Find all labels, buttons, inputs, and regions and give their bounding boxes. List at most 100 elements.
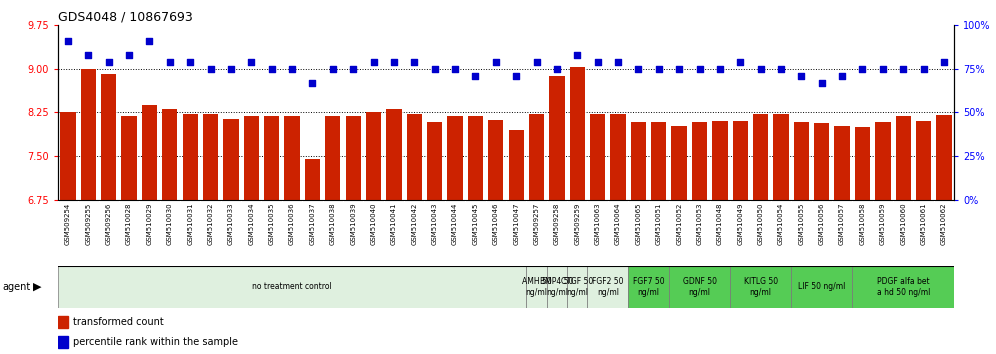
Text: FGF2 50
ng/ml: FGF2 50 ng/ml	[592, 277, 623, 297]
Point	[508, 73, 524, 79]
Point	[835, 73, 851, 79]
Point	[630, 66, 646, 72]
Text: GSM510061: GSM510061	[920, 202, 926, 245]
Bar	[58, 266, 526, 308]
Text: GSM510052: GSM510052	[676, 202, 682, 245]
Text: CTGF 50
ng/ml: CTGF 50 ng/ml	[561, 277, 594, 297]
Point	[447, 66, 463, 72]
Point	[895, 66, 911, 72]
Bar	[366, 113, 381, 200]
Text: GSM510035: GSM510035	[269, 202, 275, 245]
Bar	[588, 266, 628, 308]
Text: FGF7 50
ng/ml: FGF7 50 ng/ml	[632, 277, 664, 297]
Bar	[567, 266, 588, 308]
Text: GSM510057: GSM510057	[839, 202, 846, 245]
Point	[366, 59, 381, 64]
Bar	[264, 116, 279, 200]
Bar	[895, 116, 911, 200]
Bar	[630, 122, 646, 200]
Bar	[526, 266, 547, 308]
Point	[936, 59, 952, 64]
Text: GSM510048: GSM510048	[717, 202, 723, 245]
Point	[406, 59, 422, 64]
Bar	[58, 336, 68, 348]
Point	[549, 66, 565, 72]
Point	[570, 52, 586, 57]
Bar	[669, 266, 730, 308]
Bar	[325, 116, 341, 200]
Text: agent: agent	[2, 282, 30, 292]
Text: GSM510064: GSM510064	[615, 202, 622, 245]
Point	[732, 59, 748, 64]
Point	[650, 66, 666, 72]
Bar	[122, 116, 136, 200]
Text: GSM509255: GSM509255	[86, 202, 92, 245]
Point	[915, 66, 931, 72]
Point	[122, 52, 137, 57]
Bar	[58, 316, 68, 328]
Bar	[733, 121, 748, 200]
Point	[426, 66, 442, 72]
Text: GSM510065: GSM510065	[635, 202, 641, 245]
Bar	[712, 121, 727, 200]
Point	[794, 73, 810, 79]
Text: GSM510040: GSM510040	[371, 202, 376, 245]
Text: GSM510036: GSM510036	[289, 202, 295, 245]
Text: GSM509259: GSM509259	[575, 202, 581, 245]
Text: GSM510034: GSM510034	[248, 202, 254, 245]
Point	[773, 66, 789, 72]
Bar	[671, 126, 687, 200]
Point	[101, 59, 117, 64]
Text: GSM509254: GSM509254	[65, 202, 71, 245]
Point	[81, 52, 97, 57]
Point	[141, 38, 157, 44]
Bar	[162, 109, 177, 200]
Text: GSM510033: GSM510033	[228, 202, 234, 245]
Text: GDS4048 / 10867693: GDS4048 / 10867693	[58, 11, 192, 24]
Bar	[753, 114, 768, 200]
Point	[305, 80, 321, 85]
Text: GSM510032: GSM510032	[207, 202, 213, 245]
Text: GSM510053: GSM510053	[696, 202, 702, 245]
Bar	[916, 121, 931, 200]
Point	[243, 59, 259, 64]
Bar	[509, 130, 524, 200]
Bar	[794, 122, 809, 200]
Point	[161, 59, 178, 64]
Point	[529, 59, 545, 64]
Text: GSM510043: GSM510043	[431, 202, 437, 245]
Text: GSM510050: GSM510050	[758, 202, 764, 245]
Text: GSM510051: GSM510051	[655, 202, 661, 245]
Bar	[244, 116, 259, 200]
Text: GSM510030: GSM510030	[166, 202, 173, 245]
Text: GSM510062: GSM510062	[941, 202, 947, 245]
Text: GSM510037: GSM510037	[310, 202, 316, 245]
Bar	[835, 126, 850, 200]
Bar	[730, 266, 791, 308]
Text: percentile rank within the sample: percentile rank within the sample	[74, 337, 238, 347]
Text: GSM510042: GSM510042	[411, 202, 417, 245]
Point	[874, 66, 890, 72]
Bar	[791, 266, 853, 308]
Text: GSM510031: GSM510031	[187, 202, 193, 245]
Text: GSM510044: GSM510044	[452, 202, 458, 245]
Bar	[936, 115, 951, 200]
Bar	[875, 122, 890, 200]
Point	[855, 66, 871, 72]
Point	[611, 59, 626, 64]
Bar	[628, 266, 669, 308]
Point	[346, 66, 362, 72]
Bar	[692, 122, 707, 200]
Bar	[488, 120, 503, 200]
Bar	[547, 266, 567, 308]
Bar	[386, 109, 401, 200]
Point	[691, 66, 707, 72]
Text: GSM510038: GSM510038	[330, 202, 336, 245]
Bar	[305, 159, 320, 200]
Point	[671, 66, 687, 72]
Bar	[81, 69, 96, 200]
Bar	[814, 123, 830, 200]
Bar	[406, 114, 422, 200]
Text: GSM509256: GSM509256	[106, 202, 112, 245]
Text: ▶: ▶	[33, 282, 42, 292]
